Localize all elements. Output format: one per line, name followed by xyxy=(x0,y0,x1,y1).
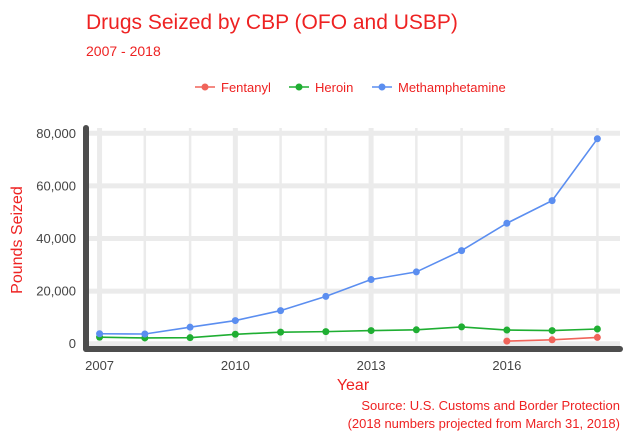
data-point xyxy=(367,276,375,284)
data-point xyxy=(503,337,511,345)
grid xyxy=(86,128,620,349)
data-point xyxy=(231,317,239,325)
data-point xyxy=(593,135,601,143)
x-tick-label: 2013 xyxy=(357,358,386,373)
data-point xyxy=(458,323,466,331)
series-methamphetamine xyxy=(96,135,601,338)
data-point xyxy=(548,327,556,335)
data-point xyxy=(186,323,194,331)
legend-label-methamphetamine: Methamphetamine xyxy=(398,80,506,95)
legend-item-methamphetamine: Methamphetamine xyxy=(372,80,506,95)
data-point xyxy=(322,328,330,336)
source-note: Source: U.S. Customs and Border Protecti… xyxy=(361,398,620,413)
data-point xyxy=(231,330,239,338)
data-point xyxy=(593,325,601,333)
data-point xyxy=(458,247,466,255)
data-point xyxy=(548,336,556,344)
data-point xyxy=(277,307,285,315)
data-point xyxy=(412,326,420,334)
legend-marker-fentanyl xyxy=(201,83,209,91)
axes xyxy=(83,125,623,352)
legend-marker-heroin xyxy=(295,83,303,91)
data-point xyxy=(412,268,420,276)
y-tick-label: 20,000 xyxy=(36,284,76,299)
legend: Fentanyl Heroin Methamphetamine xyxy=(195,80,506,95)
chart-title: Drugs Seized by CBP (OFO and USBP) xyxy=(86,11,458,34)
x-tick-label: 2007 xyxy=(85,358,114,373)
tick-labels: 0 20,000 40,000 60,000 80,000 2007 2010 2013 201… xyxy=(36,126,521,373)
series-line xyxy=(99,326,598,339)
y-axis-title: Pounds Seized xyxy=(9,186,26,294)
data-point xyxy=(593,333,601,341)
series-fentanyl xyxy=(503,333,601,345)
data-point xyxy=(503,326,511,334)
y-tick-label: 40,000 xyxy=(36,231,76,246)
projection-note: (2018 numbers projected from March 31, 2… xyxy=(348,416,620,431)
x-tick-label: 2010 xyxy=(221,358,250,373)
data-point xyxy=(141,330,149,338)
y-tick-label: 80,000 xyxy=(36,126,76,141)
series-line xyxy=(99,138,599,335)
x-tick-label: 2016 xyxy=(492,358,521,373)
y-tick-label: 60,000 xyxy=(36,178,76,193)
data-point xyxy=(277,328,285,336)
legend-label-heroin: Heroin xyxy=(315,80,353,95)
legend-item-fentanyl: Fentanyl xyxy=(195,80,271,95)
y-tick-label: 0 xyxy=(69,336,76,351)
series xyxy=(96,135,601,345)
data-point xyxy=(548,197,556,205)
x-axis-title: Year xyxy=(337,377,370,394)
data-point xyxy=(322,292,330,300)
data-point xyxy=(503,219,511,227)
chart-subtitle: 2007 - 2018 xyxy=(86,43,161,59)
series-heroin xyxy=(96,323,601,342)
data-point xyxy=(186,334,194,342)
legend-item-heroin: Heroin xyxy=(289,80,353,95)
data-point xyxy=(96,330,104,338)
legend-marker-methamphetamine xyxy=(378,83,386,91)
data-point xyxy=(367,327,375,335)
legend-label-fentanyl: Fentanyl xyxy=(221,80,271,95)
